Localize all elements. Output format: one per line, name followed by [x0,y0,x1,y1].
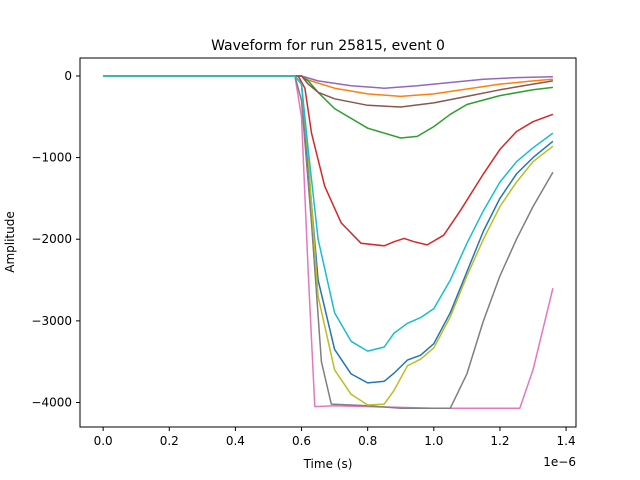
y-axis: 0 −1000 −2000 −3000 −4000 [31,69,80,410]
series-line-2 [103,75,553,139]
y-tick-label: −3000 [31,314,72,328]
y-tick-label: −4000 [31,396,72,410]
x-tick-label: 1.0 [424,434,443,448]
series-line-9 [103,75,554,352]
x-tick-label: 1.2 [490,434,509,448]
series-line-4 [103,75,553,89]
x-tick-label: 0.2 [160,434,179,448]
series-line-8 [103,75,554,406]
x-axis: 0.0 0.2 0.4 0.6 0.8 1.0 1.2 1.4 [94,427,576,448]
x-tick-label: 0.6 [292,434,311,448]
chart-title: Waveform for run 25815, event 0 [211,38,445,54]
y-tick-label: 0 [64,69,72,83]
x-offset-label: 1e−6 [543,455,576,469]
series-line-5 [103,75,554,108]
plot-area [79,57,577,428]
series-group [103,75,554,409]
x-axis-label: Time (s) [303,457,353,471]
x-tick-label: 0.8 [358,434,377,448]
x-tick-label: 0.4 [226,434,245,448]
y-axis-label: Amplitude [3,211,17,273]
x-tick-label: 1.4 [557,434,576,448]
axes-frame [79,57,577,428]
series-line-3 [103,75,554,247]
y-tick-label: −1000 [31,151,72,165]
x-tick-label: 0.0 [94,434,113,448]
series-line-7 [103,75,554,409]
y-tick-label: −2000 [31,232,72,246]
